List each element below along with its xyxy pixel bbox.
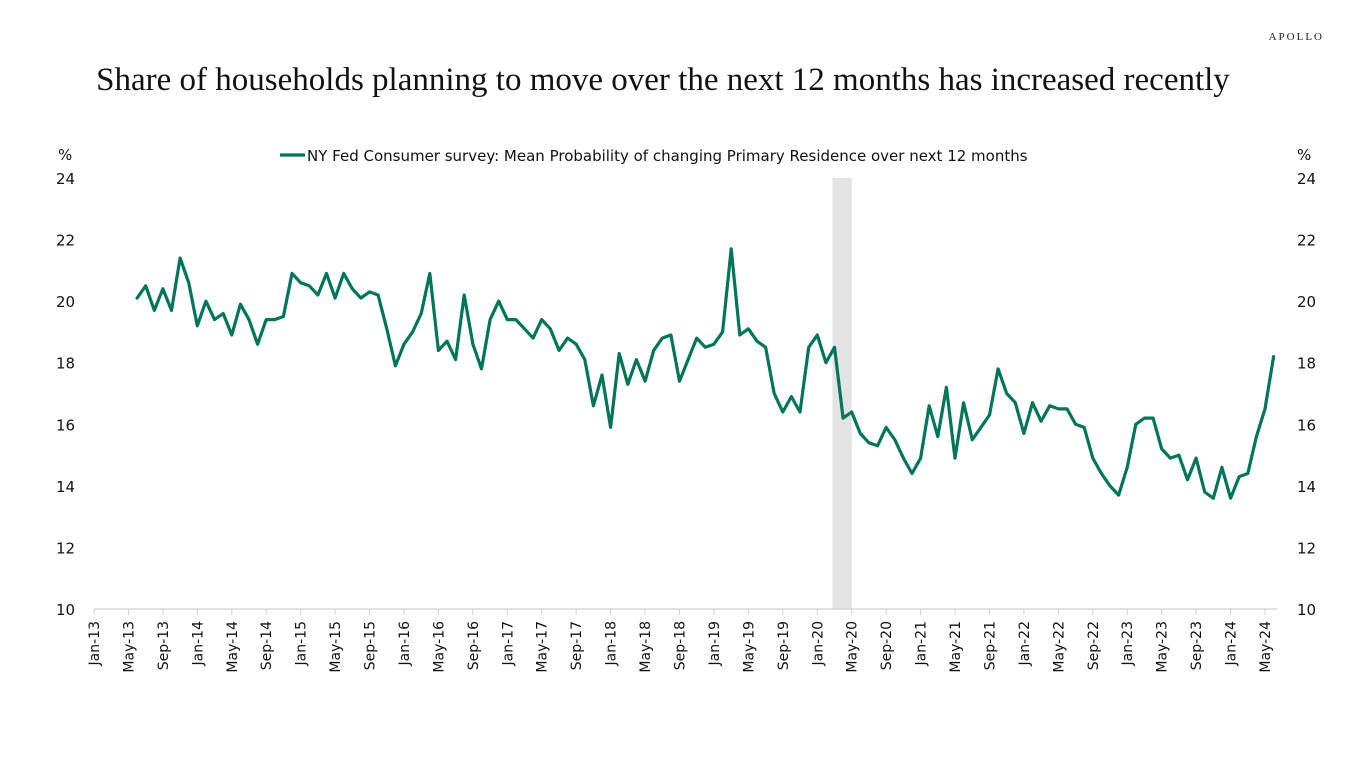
x-tick-label: Jan-15	[294, 621, 310, 666]
x-tick-label: May-16	[431, 621, 447, 673]
y-axis-left: 10 12 14 16 18 20 22 24	[56, 170, 75, 619]
brand-logo: APOLLO	[1268, 31, 1324, 43]
x-tick-label: Sep-17	[569, 621, 585, 670]
y-tick-label-right: 22	[1297, 232, 1316, 250]
y-axis-right-unit: %	[1297, 146, 1311, 164]
x-tick-label: Sep-23	[1189, 621, 1205, 670]
x-tick-label: May-15	[328, 621, 344, 673]
x-tick-label: Sep-21	[982, 621, 998, 670]
chart-title: Share of households planning to move ove…	[96, 62, 1230, 98]
y-tick-label-left: 22	[56, 232, 75, 250]
y-tick-label-right: 10	[1297, 601, 1316, 619]
y-tick-label-left: 16	[56, 416, 75, 434]
x-tick-label: Sep-16	[466, 621, 482, 670]
x-axis: Jan-13 May-13 Sep-13 Jan-14 May-14 Sep-14 Jan-…	[87, 609, 1274, 673]
x-tick-label: Jan-16	[397, 621, 413, 667]
x-tick-label: Jan-21	[914, 621, 930, 666]
y-axis-right: 10 12 14 16 18 20 22 24	[1297, 170, 1316, 619]
recession-shading-layer	[832, 178, 852, 609]
x-tick-label: May-14	[225, 621, 241, 673]
x-tick-label: Jan-20	[810, 621, 826, 666]
x-tick-label: Sep-13	[156, 621, 172, 670]
y-tick-label-left: 14	[56, 478, 75, 496]
x-tick-label: May-24	[1258, 621, 1274, 673]
x-tick-label: Jan-14	[190, 621, 206, 667]
series-layer	[135, 247, 1276, 500]
x-tick-label: May-20	[845, 621, 861, 673]
y-tick-label-left: 12	[56, 539, 75, 557]
y-tick-label-right: 16	[1297, 416, 1316, 434]
x-tick-label: Sep-19	[776, 621, 792, 670]
x-tick-label: Jan-13	[87, 621, 103, 666]
x-tick-label: May-21	[948, 621, 964, 673]
x-tick-label: Sep-22	[1086, 621, 1102, 670]
x-tick-label: Jan-18	[604, 621, 620, 666]
legend-label: NY Fed Consumer survey: Mean Probability…	[307, 147, 1028, 165]
x-tick-label: May-23	[1155, 621, 1171, 673]
y-tick-label-left: 10	[56, 601, 75, 619]
y-tick-label-left: 24	[56, 170, 75, 188]
x-tick-label: Sep-14	[259, 621, 275, 670]
x-tick-label: Jan-17	[500, 621, 516, 666]
y-tick-label-right: 12	[1297, 539, 1316, 557]
x-tick-label: Sep-15	[363, 621, 379, 670]
recession-shading	[832, 178, 852, 609]
series-line	[135, 247, 1276, 500]
x-tick-label: Jan-19	[707, 621, 723, 666]
x-tick-label: May-13	[121, 621, 137, 673]
x-tick-label: May-22	[1051, 621, 1067, 673]
y-tick-label-left: 18	[56, 355, 75, 373]
x-tick-label: Jan-23	[1120, 621, 1136, 666]
y-tick-label-right: 24	[1297, 170, 1316, 188]
y-tick-label-right: 14	[1297, 478, 1316, 496]
y-tick-label-right: 20	[1297, 293, 1316, 311]
x-tick-label: May-17	[535, 621, 551, 673]
x-tick-label: May-19	[741, 621, 757, 673]
x-tick-label: Jan-24	[1224, 621, 1240, 667]
y-tick-label-right: 18	[1297, 355, 1316, 373]
x-tick-label: May-18	[638, 621, 654, 673]
x-tick-label: Jan-22	[1017, 621, 1033, 666]
x-tick-label: Sep-18	[673, 621, 689, 670]
y-axis-left-unit: %	[58, 146, 72, 164]
y-tick-label-left: 20	[56, 293, 75, 311]
legend: NY Fed Consumer survey: Mean Probability…	[280, 147, 1028, 165]
x-tick-label: Sep-20	[879, 621, 895, 670]
